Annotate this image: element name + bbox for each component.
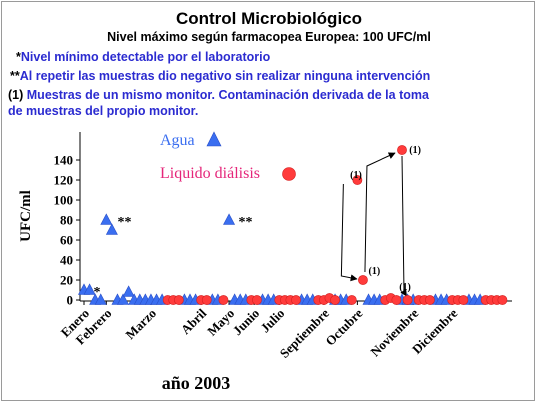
liquido-dialisis-point — [497, 295, 508, 305]
x-tick-label: Mayo — [204, 306, 237, 339]
chart-title: Control Microbiológico — [175, 9, 363, 28]
x-tick-label: Octubre — [322, 305, 365, 348]
liquido-dialisis-point — [173, 295, 184, 305]
x-tick-label: Marzo — [122, 306, 159, 343]
note-text: de muestras del propio monitor. — [8, 104, 199, 118]
liquido-dialisis-point — [397, 145, 407, 155]
note-text: Al repetir las muestras dio negativo sin… — [19, 69, 431, 83]
note-marker: ** — [10, 69, 20, 83]
x-tick-label: Septiembre — [277, 305, 333, 361]
data-annotation: (1) — [409, 145, 421, 156]
liquido-dialisis-point — [330, 295, 340, 305]
liquido-dialisis-point — [346, 295, 357, 305]
legend-marker — [206, 131, 222, 147]
liquido-dialisis-point — [391, 295, 402, 305]
legend-label: Agua — [160, 132, 195, 149]
liquido-dialisis-point — [352, 175, 363, 185]
agua-point — [105, 223, 118, 235]
legend-label: Liquido diálisis — [160, 165, 260, 182]
note-same-monitor-continued: de muestras del propio monitor. — [8, 104, 198, 118]
annotation-arrow — [364, 152, 396, 273]
agua-point — [83, 283, 96, 295]
liquido-dialisis-point — [218, 295, 229, 305]
note-repeat-negative: **Al repetir las muestras dio negativo s… — [10, 69, 430, 83]
agua-point — [223, 213, 236, 225]
annotation-arrow — [400, 155, 407, 297]
x-tick-label: Abril — [178, 305, 210, 337]
data-annotation: (1) — [399, 282, 411, 293]
y-tick-label: 80 — [60, 213, 73, 228]
legend-marker — [282, 167, 296, 181]
y-tick-label: 0 — [67, 293, 74, 308]
chart-subtitle: Nivel máximo según farmacopea Europea: 1… — [107, 30, 431, 44]
y-tick-label: 60 — [60, 233, 73, 248]
data-annotation: ** — [117, 215, 131, 230]
y-tick-label: 140 — [54, 153, 74, 168]
note-marker: (1) — [8, 88, 24, 102]
liquido-dialisis-point — [291, 295, 301, 305]
data-annotation: ** — [239, 215, 253, 230]
y-tick-label: 20 — [60, 273, 73, 288]
x-tick-label: Junio — [230, 306, 263, 339]
note-detection-limit: *Nivel mínimo detectable por el laborato… — [16, 50, 270, 64]
agua-point — [94, 293, 107, 305]
data-annotation: (1) — [350, 170, 362, 181]
data-annotation: (1) — [369, 266, 381, 277]
y-tick-label: 120 — [54, 173, 74, 188]
note-text: Muestras de un mismo monitor. Contaminac… — [26, 88, 429, 102]
note-text: Nivel mínimo detectable por el laborator… — [20, 50, 271, 64]
y-tick-label: 40 — [60, 253, 73, 268]
liquido-dialisis-point — [201, 295, 212, 305]
annotation-arrow — [340, 183, 358, 282]
liquido-dialisis-point — [424, 295, 435, 305]
x-tick-label: Julio — [257, 306, 287, 336]
liquido-dialisis-point — [458, 295, 469, 305]
liquido-dialisis-point — [402, 295, 413, 305]
y-tick-label: 100 — [54, 193, 74, 208]
liquido-dialisis-point — [252, 295, 262, 305]
x-axis-label: año 2003 — [162, 373, 231, 393]
data-annotation: * — [93, 285, 100, 300]
agua-point — [122, 285, 135, 297]
agua-point — [100, 213, 113, 225]
y-axis-label: UFC/ml — [18, 190, 34, 242]
note-same-monitor: (1) Muestras de un mismo monitor. Contam… — [8, 88, 429, 102]
note-marker: * — [16, 50, 21, 64]
agua-point — [117, 293, 130, 305]
liquido-dialisis-point — [358, 275, 368, 285]
